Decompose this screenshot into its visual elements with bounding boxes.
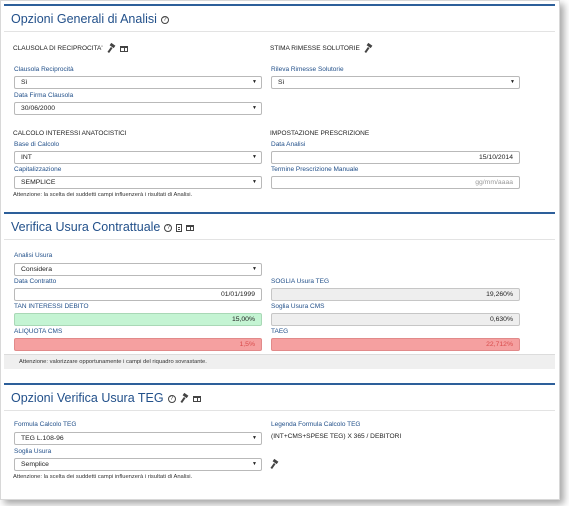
- stima-group-text: STIMA RIMESSE SOLUTORIE: [270, 45, 360, 53]
- hammer-icon[interactable]: [364, 44, 373, 53]
- hammer-icon[interactable]: [107, 44, 116, 53]
- formula-label: Formula Calcolo TEG: [14, 421, 77, 428]
- data-firma-select[interactable]: 30/06/2000: [14, 102, 262, 115]
- prescrizione-group-label: IMPOSTAZIONE PRESCRIZIONE: [270, 130, 370, 137]
- book-icon[interactable]: [186, 224, 195, 231]
- formula-value: TEG L.108-96: [21, 435, 64, 442]
- help-icon[interactable]: ?: [160, 15, 169, 24]
- data-firma-label: Data Firma Clausola: [14, 92, 74, 99]
- cap-select[interactable]: SEMPLICE: [14, 176, 262, 189]
- analisi-usura-label: Analisi Usura: [14, 252, 53, 259]
- base-value: INT: [21, 154, 32, 161]
- usura-section: Verifica Usura Contrattuale? Analisi Usu…: [4, 212, 555, 370]
- help-icon[interactable]: ?: [164, 223, 173, 232]
- termine-input[interactable]: gg/mm/aaaa: [271, 176, 520, 189]
- stima-group-label: STIMA RIMESSE SOLUTORIE: [270, 44, 373, 53]
- usura-warning: Attenzione: valorizzare opportunamente i…: [19, 359, 207, 365]
- data-analisi-label: Data Analisi: [271, 141, 306, 148]
- teg-title: Opzioni Verifica Usura TEG?: [11, 391, 201, 405]
- hammer-icon[interactable]: [270, 460, 279, 469]
- soglia-cms-field: 0,630%: [271, 313, 520, 326]
- aliquota-input[interactable]: 1,5%: [14, 338, 262, 351]
- usura-header: Verifica Usura Contrattuale?: [4, 214, 555, 240]
- aliquota-label: ALIQUOTA CMS: [14, 328, 63, 335]
- taeg-field: 22,712%: [271, 338, 520, 351]
- clausola-select[interactable]: Sì: [14, 76, 262, 89]
- formula-select[interactable]: TEG L.108-96: [14, 432, 262, 445]
- general-options-title-text: Opzioni Generali di Analisi: [11, 12, 157, 26]
- tan-input[interactable]: 15,00%: [14, 313, 262, 326]
- document-icon[interactable]: [176, 223, 183, 232]
- teg-title-text: Opzioni Verifica Usura TEG: [11, 391, 164, 405]
- rileva-select[interactable]: Sì: [271, 76, 520, 89]
- soglia-usura-value: Semplice: [21, 461, 49, 468]
- rileva-label: Rileva Rimesse Solutorie: [271, 66, 344, 73]
- help-icon[interactable]: ?: [167, 394, 176, 403]
- book-icon[interactable]: [119, 45, 128, 52]
- soglia-teg-label: SOGLIA Usura TEG: [271, 278, 330, 285]
- soglia-usura-select[interactable]: Semplice: [14, 458, 262, 471]
- clausola-group-label: CLAUSOLA DI RECIPROCITA': [13, 44, 128, 53]
- usura-title: Verifica Usura Contrattuale?: [11, 220, 195, 234]
- legenda-value: (INT+CMS+SPESE TEG) X 365 / DEBITORI: [271, 433, 402, 440]
- base-select[interactable]: INT: [14, 151, 262, 164]
- teg-header: Opzioni Verifica Usura TEG?: [4, 385, 555, 411]
- soglia-teg-field: 19,260%: [271, 288, 520, 301]
- data-analisi-input[interactable]: 15/10/2014: [271, 151, 520, 164]
- clausola-label: Clausola Reciprocità: [14, 66, 74, 73]
- hammer-icon[interactable]: [180, 394, 189, 403]
- data-contratto-label: Data Contratto: [14, 278, 57, 285]
- soglia-usura-label: Soglia Usura: [14, 448, 52, 455]
- calcolo-group-label: CALCOLO INTERESSI ANATOCISTICI: [13, 130, 127, 137]
- tan-label: TAN INTERESSI DEBITO: [14, 303, 89, 310]
- general-options-header: Opzioni Generali di Analisi?: [4, 6, 555, 32]
- base-label: Base di Calcolo: [14, 141, 60, 148]
- clausola-group-text: CLAUSOLA DI RECIPROCITA': [13, 45, 103, 53]
- page-frame: Opzioni Generali di Analisi? CLAUSOLA DI…: [0, 0, 560, 500]
- usura-warning-bar: Attenzione: valorizzare opportunamente i…: [4, 354, 555, 369]
- usura-title-text: Verifica Usura Contrattuale: [11, 220, 161, 234]
- analisi-usura-select[interactable]: Considera: [14, 263, 262, 276]
- legenda-label: Legenda Formula Calcolo TEG: [271, 421, 361, 428]
- soglia-cms-label: Soglia Usura CMS: [271, 303, 325, 310]
- data-firma-value: 30/06/2000: [21, 105, 56, 112]
- termine-label: Termine Prescrizione Manuale: [271, 166, 359, 173]
- analisi-usura-value: Considera: [21, 266, 52, 273]
- book-icon[interactable]: [192, 395, 201, 402]
- general-note: Attenzione: la scelta dei suddetti campi…: [13, 192, 193, 198]
- data-contratto-input[interactable]: 01/01/1999: [14, 288, 262, 301]
- general-options-section: Opzioni Generali di Analisi? CLAUSOLA DI…: [4, 4, 555, 208]
- taeg-label: TAEG: [271, 328, 289, 335]
- cap-label: Capitalizzazione: [14, 166, 62, 173]
- teg-section: Opzioni Verifica Usura TEG? Formula Calc…: [4, 383, 555, 493]
- cap-value: SEMPLICE: [21, 179, 56, 186]
- clausola-value: Sì: [21, 79, 28, 86]
- teg-note: Attenzione: la scelta dei suddetti campi…: [13, 474, 193, 480]
- general-options-title: Opzioni Generali di Analisi?: [11, 12, 169, 26]
- rileva-value: Sì: [278, 79, 285, 86]
